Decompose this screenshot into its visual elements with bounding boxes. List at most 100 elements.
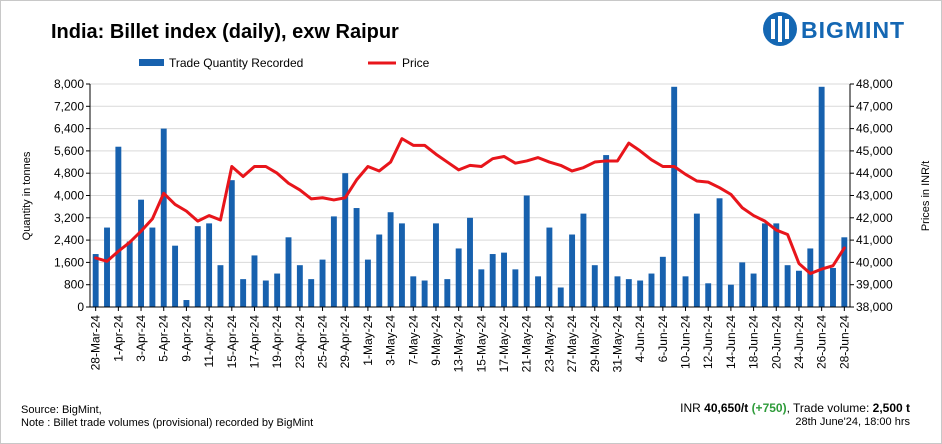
x-tick-label: 11-Apr-24: [202, 315, 216, 368]
bar: [388, 212, 394, 307]
bar: [546, 228, 552, 307]
x-tick-label: 26-Jun-24: [815, 315, 829, 369]
bar: [694, 214, 700, 307]
bar: [354, 208, 360, 307]
x-tick-label: 17-Apr-24: [247, 315, 261, 369]
y-tick-label: 5,600: [54, 144, 84, 158]
bar: [580, 214, 586, 307]
bar: [93, 254, 99, 307]
bar: [785, 265, 791, 307]
x-tick-label: 24-Jun-24: [792, 315, 806, 369]
x-tick-label: 1-Apr-24: [111, 315, 125, 362]
bar: [796, 271, 802, 307]
y-tick-label: 4,800: [54, 166, 84, 180]
y-tick-label: 6,400: [54, 122, 84, 136]
price-change: (+750): [752, 401, 787, 415]
bar: [637, 281, 643, 307]
x-tick-label: 9-May-24: [429, 315, 443, 366]
y-axis-label: Quantity in tonnes: [21, 151, 33, 240]
bar: [308, 279, 314, 307]
bar: [819, 87, 825, 307]
x-tick-label: 31-May-24: [610, 315, 624, 373]
bar: [138, 200, 144, 307]
bar: [717, 198, 723, 307]
bar: [807, 248, 813, 307]
y2-tick-label: 48,000: [856, 77, 893, 91]
y2-tick-label: 47,000: [856, 99, 893, 113]
bar: [115, 147, 121, 307]
bar: [206, 223, 212, 307]
bar: [478, 269, 484, 307]
legend-label-price: Price: [402, 56, 430, 70]
bar: [728, 285, 734, 307]
x-tick-label: 29-Apr-24: [338, 315, 352, 369]
bar: [183, 300, 189, 307]
x-tick-label: 1-May-24: [361, 315, 375, 366]
y-tick-label: 3,200: [54, 211, 84, 225]
note-text: Note : Billet trade volumes (provisional…: [21, 417, 313, 429]
bar: [320, 260, 326, 307]
bar: [569, 235, 575, 307]
x-tick-label: 23-May-24: [542, 315, 556, 373]
bar: [149, 228, 155, 307]
bar: [535, 276, 541, 307]
bar: [286, 237, 292, 307]
bar: [399, 223, 405, 307]
bar: [240, 279, 246, 307]
x-tick-label: 17-May-24: [497, 315, 511, 373]
x-tick-label: 3-Apr-24: [134, 315, 148, 362]
bar: [615, 276, 621, 307]
x-tick-label: 23-Apr-24: [293, 315, 307, 369]
y2-tick-label: 44,000: [856, 166, 893, 180]
bar: [456, 248, 462, 307]
y-tick-label: 0: [77, 300, 84, 314]
x-tick-label: 12-Jun-24: [701, 315, 715, 369]
x-tick-label: 5-Apr-24: [157, 315, 171, 362]
x-axis-ticks: 28-Mar-24 1-Apr-24 3-Apr-24 5-Apr-24 9-Apr-2…: [89, 307, 852, 372]
x-tick-label: 6-Jun-24: [656, 315, 670, 363]
x-tick-label: 14-Jun-24: [724, 315, 738, 369]
x-tick-label: 7-May-24: [406, 315, 420, 366]
bar: [762, 223, 768, 307]
bar: [490, 254, 496, 307]
bar: [603, 155, 609, 307]
bar: [297, 265, 303, 307]
bar: [444, 279, 450, 307]
x-tick-label: 25-Apr-24: [316, 315, 330, 369]
bar: [433, 223, 439, 307]
bar: [683, 276, 689, 307]
bar: [410, 276, 416, 307]
bar: [512, 269, 518, 307]
bar: [671, 87, 677, 307]
bar: [626, 279, 632, 307]
x-tick-label: 28-Mar-24: [89, 315, 103, 371]
billet-index-chart: India: Billet index (daily), exw Raipur …: [0, 0, 942, 444]
legend-bar-swatch: [139, 59, 164, 66]
bigmint-logo: BIGMINT: [763, 12, 905, 46]
x-tick-label: 9-Apr-24: [179, 315, 193, 362]
y2-tick-label: 43,000: [856, 189, 893, 203]
bar: [649, 274, 655, 307]
bar: [830, 268, 836, 307]
price-prefix: INR: [680, 401, 704, 415]
x-tick-label: 20-Jun-24: [769, 315, 783, 369]
bar: [161, 129, 167, 307]
bar: [705, 283, 711, 307]
volume-label: , Trade volume:: [787, 401, 873, 415]
bar: [501, 253, 507, 307]
bar: [751, 274, 757, 307]
bigmint-logo-mark: [763, 12, 797, 46]
x-tick-label: 21-May-24: [520, 315, 534, 373]
bar: [172, 246, 178, 307]
brand-name: BIGMINT: [801, 17, 905, 43]
y-tick-label: 4,000: [54, 189, 84, 203]
bar: [331, 216, 337, 307]
x-tick-label: 13-May-24: [452, 315, 466, 373]
y2-tick-label: 41,000: [856, 233, 893, 247]
y2-tick-label: 40,000: [856, 255, 893, 269]
y2-tick-label: 39,000: [856, 278, 893, 292]
volume-value: 2,500 t: [873, 401, 910, 415]
y-tick-label: 8,000: [54, 77, 84, 91]
bar: [252, 255, 258, 307]
bar: [558, 287, 564, 307]
